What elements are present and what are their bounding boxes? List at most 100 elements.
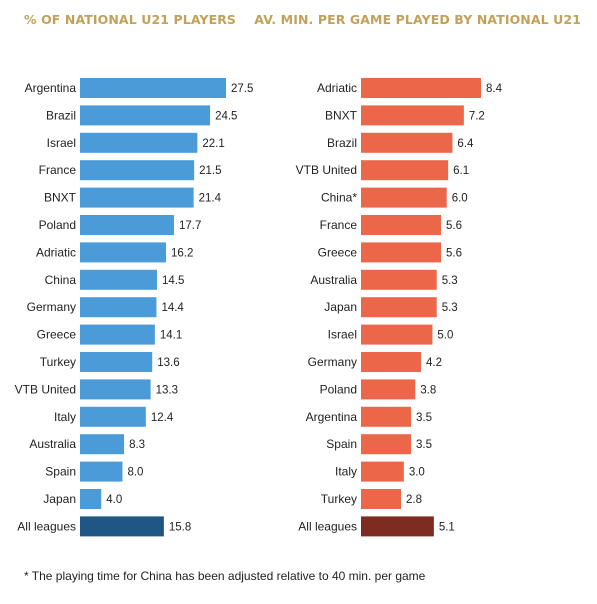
left-category-label: Israel [47,136,76,150]
right-bar [361,434,411,455]
right-bar [361,324,433,345]
left-bar [80,352,153,372]
right-bar [361,489,401,509]
right-category-label: Turkey [321,492,357,506]
right-bar [361,379,416,400]
left-chart-title: % OF NATIONAL U21 PLAYERS [24,12,237,27]
right-bar [361,215,441,235]
left-value-label: 15.8 [169,521,191,533]
right-bar [361,187,447,208]
right-category-label: Argentina [306,410,358,424]
right-category-label: France [320,218,358,232]
right-category-label: All leagues [298,519,357,533]
left-bar [80,78,226,98]
left-category-label: Brazil [46,108,76,122]
right-category-label: Israel [328,328,357,342]
right-bar [361,105,464,126]
right-bar [361,242,441,263]
right-bar [361,132,453,153]
right-value-label: 7.2 [469,110,485,122]
right-category-label: Greece [318,245,358,259]
left-category-label: France [39,163,77,177]
right-value-label: 5.6 [446,220,462,232]
left-value-label: 14.4 [161,302,184,314]
left-category-label: Adriatic [36,245,76,259]
left-value-label: 12.4 [151,412,174,424]
right-value-label: 5.3 [442,275,458,287]
left-category-label: Turkey [40,355,76,369]
left-value-label: 17.7 [179,220,201,232]
left-value-label: 22.1 [202,138,224,150]
right-value-label: 3.5 [416,412,432,424]
bar-charts: Argentina 27.5 Brazil 24.5 Israel 22.1 France 2… [15,78,503,537]
left-value-label: 13.3 [156,384,178,396]
left-value-label: 14.1 [160,330,182,342]
left-bar-chart: Argentina 27.5 Brazil 24.5 Israel 22.1 France 2… [15,78,253,537]
right-bar [361,78,481,98]
right-chart-title: AV. MIN. PER GAME PLAYED BY NATIONAL U21 [254,12,581,27]
left-bar [80,297,157,318]
left-category-label: Argentina [25,81,77,95]
right-value-label: 5.1 [439,521,455,533]
left-category-label: Australia [29,437,76,451]
left-value-label: 27.5 [231,83,253,95]
right-category-label: Australia [310,273,357,287]
right-category-label: Poland [320,382,357,396]
left-value-label: 13.6 [157,357,179,369]
left-bar [80,516,164,537]
left-category-label: BNXT [44,191,77,205]
right-value-label: 5.0 [437,330,453,342]
right-value-label: 5.3 [442,302,458,314]
right-value-label: 6.0 [452,193,468,205]
right-bar [361,352,421,372]
right-bar-chart: Adriatic 8.4 BNXT 7.2 Brazil 6.4 VTB United 6.1… [296,78,503,537]
left-value-label: 8.0 [127,467,143,479]
left-bar [80,324,155,345]
left-category-label: Greece [37,328,77,342]
right-bar [361,160,449,181]
left-value-label: 21.5 [199,165,221,177]
left-value-label: 21.4 [199,193,222,205]
right-bar [361,461,404,482]
right-bar [361,406,411,427]
right-value-label: 3.0 [409,467,425,479]
left-bar [80,434,125,455]
right-value-label: 2.8 [406,494,422,506]
right-category-label: Germany [308,355,357,369]
left-category-label: Poland [39,218,76,232]
left-bar [80,269,157,290]
left-bar [80,132,198,153]
left-bar [80,489,102,509]
right-category-label: BNXT [325,108,358,122]
right-bar [361,297,437,318]
left-bar [80,461,123,482]
right-category-label: Adriatic [317,81,357,95]
footnote: * The playing time for China has been ad… [24,569,426,583]
left-category-label: China [45,273,77,287]
right-category-label: Brazil [327,136,357,150]
right-value-label: 5.6 [446,247,462,259]
right-value-label: 6.4 [457,138,474,150]
left-category-label: Japan [43,492,76,506]
left-bar [80,215,174,235]
left-category-label: VTB United [15,382,76,396]
right-category-label: Spain [326,437,357,451]
right-bar [361,516,434,537]
left-category-label: Spain [45,465,76,479]
left-bar [80,160,195,181]
left-bar [80,379,151,400]
left-value-label: 14.5 [162,275,184,287]
right-category-label: China* [321,191,357,205]
left-value-label: 8.3 [129,439,145,451]
right-bar [361,269,437,290]
right-value-label: 6.1 [453,165,469,177]
left-bar [80,187,194,208]
left-category-label: Germany [27,300,76,314]
left-category-label: Italy [54,410,76,424]
left-category-label: All leagues [17,519,76,533]
right-value-label: 4.2 [426,357,442,369]
left-value-label: 4.0 [106,494,122,506]
right-value-label: 3.5 [416,439,432,451]
right-value-label: 8.4 [486,83,503,95]
left-bar [80,406,146,427]
